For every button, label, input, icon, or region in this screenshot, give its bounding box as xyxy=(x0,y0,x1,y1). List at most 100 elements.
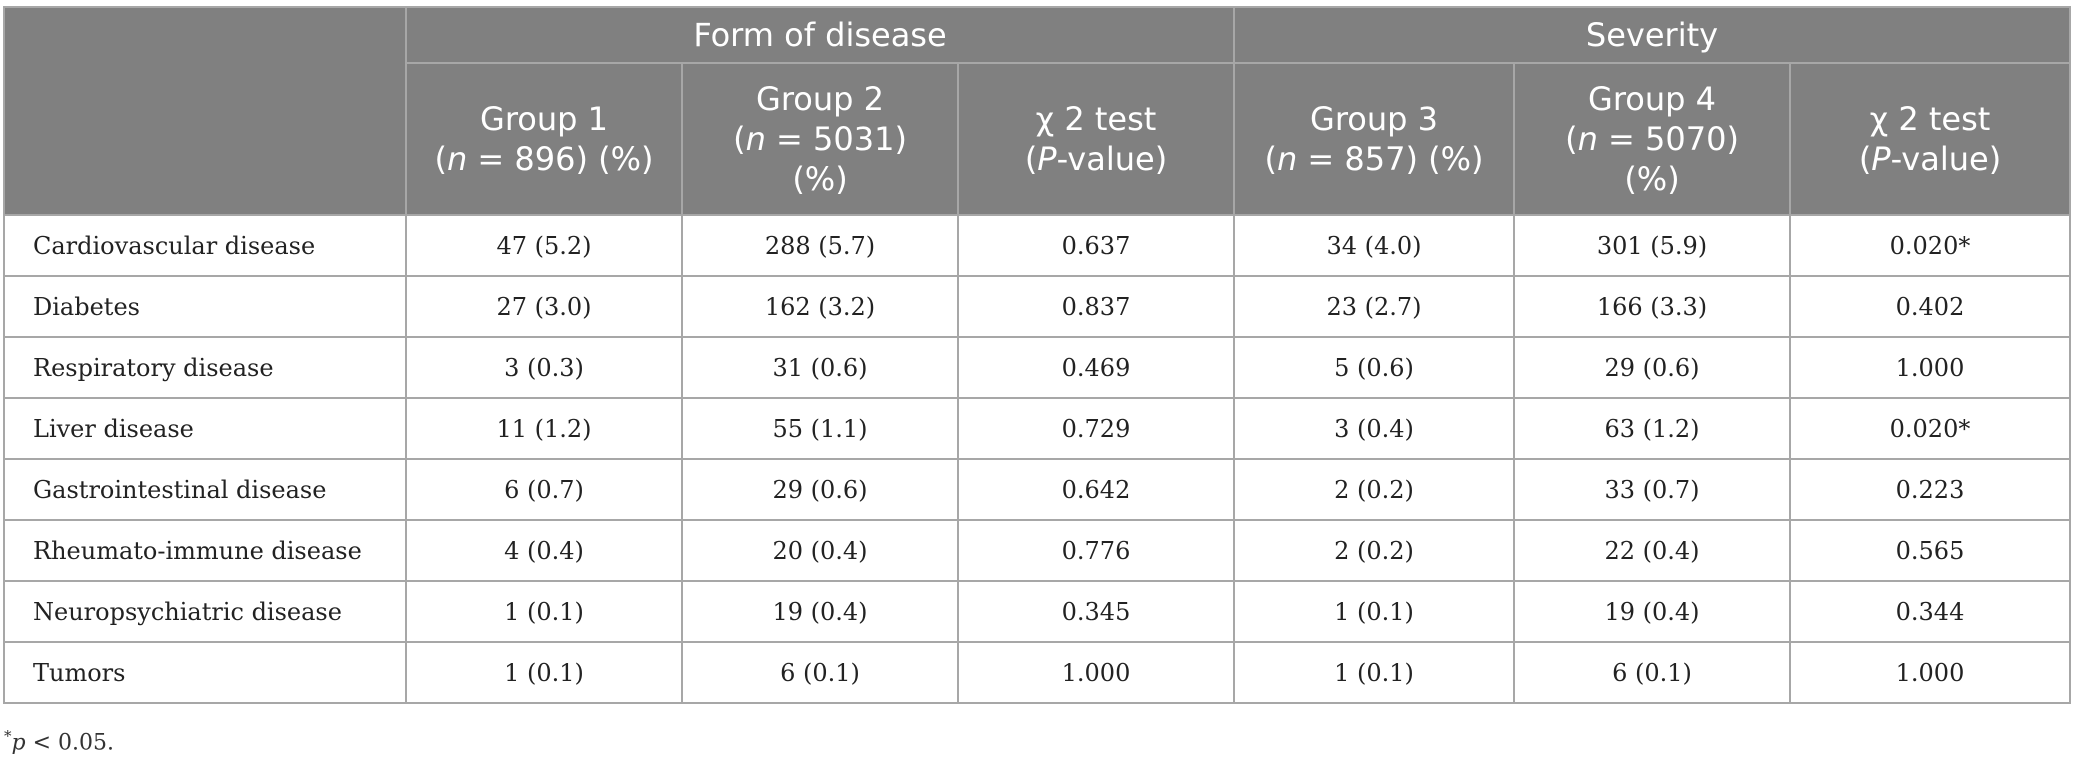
header-column-unit: (%) xyxy=(792,160,848,198)
table-cell: 19 (0.4) xyxy=(1513,580,1791,643)
table-cell: 3 (0.4) xyxy=(1233,397,1515,460)
header-column-subtitle-pre: ( xyxy=(733,120,746,158)
header-column-subtitle: (n = 5070) xyxy=(1516,119,1788,159)
header-columns-row: Group 1 (n = 896) (%) Group 2 (n = 5031) (%)… xyxy=(4,62,2071,216)
table-cell: 63 (1.2) xyxy=(1513,397,1791,460)
table-cell: 0.020* xyxy=(1789,214,2071,277)
header-column-subtitle-post: -value) xyxy=(1890,140,2002,178)
table-cell: 162 (3.2) xyxy=(681,275,959,338)
table-row: Tumors 1 (0.1) 6 (0.1) 1.000 1 (0.1) 6 (0.1) 1… xyxy=(3,641,2071,704)
table-cell: 2 (0.2) xyxy=(1233,519,1515,582)
table-cell: 4 (0.4) xyxy=(405,519,683,582)
header-column-subtitle-pre: ( xyxy=(1565,120,1578,158)
footnote-variable: p xyxy=(11,730,26,756)
row-label: Gastrointestinal disease xyxy=(3,458,407,521)
header-column-subtitle-variable: n xyxy=(1276,140,1298,178)
table-row: Cardiovascular disease 47 (5.2) 288 (5.7) 0… xyxy=(3,214,2071,277)
table-cell: 19 (0.4) xyxy=(681,580,959,643)
table-cell: 55 (1.1) xyxy=(681,397,959,460)
footnote-text: < 0.05. xyxy=(25,730,114,756)
table-cell: 0.637 xyxy=(957,214,1235,277)
table-cell: 0.344 xyxy=(1789,580,2071,643)
table-cell: 6 (0.7) xyxy=(405,458,683,521)
row-label: Rheumato-immune disease xyxy=(3,519,407,582)
table-cell: 0.837 xyxy=(957,275,1235,338)
header-column-subtitle-pre: ( xyxy=(1264,140,1277,178)
table-cell: 3 (0.3) xyxy=(405,336,683,399)
header-column-subtitle-variable: n xyxy=(446,140,468,178)
table-cell: 1.000 xyxy=(1789,641,2071,704)
table-cell: 1.000 xyxy=(1789,336,2071,399)
header-column-title: Group 4 xyxy=(1588,80,1716,118)
header-column-subtitle-post: = 896) (%) xyxy=(467,140,654,178)
header-column-subtitle-variable: P xyxy=(1871,140,1891,178)
table-cell: 34 (4.0) xyxy=(1233,214,1515,277)
table-cell: 5 (0.6) xyxy=(1233,336,1515,399)
header-column-subtitle: (P-value) xyxy=(960,139,1232,179)
table-row: Respiratory disease 3 (0.3) 31 (0.6) 0.469 5… xyxy=(3,336,2071,399)
table-cell: 1 (0.1) xyxy=(405,641,683,704)
table-row: Diabetes 27 (3.0) 162 (3.2) 0.837 23 (2.7) 16… xyxy=(3,275,2071,338)
table-body: Cardiovascular disease 47 (5.2) 288 (5.7) 0… xyxy=(3,214,2071,704)
table-cell: 1 (0.1) xyxy=(1233,641,1515,704)
table-cell: 0.469 xyxy=(957,336,1235,399)
header-column-subtitle: (n = 5031) xyxy=(684,119,956,159)
table-cell: 20 (0.4) xyxy=(681,519,959,582)
header-column-subtitle: (n = 857) (%) xyxy=(1236,139,1512,179)
table-row: Gastrointestinal disease 6 (0.7) 29 (0.6) 0… xyxy=(3,458,2071,521)
table-cell: 0.565 xyxy=(1789,519,2071,582)
table-cell: 301 (5.9) xyxy=(1513,214,1791,277)
table-cell: 2 (0.2) xyxy=(1233,458,1515,521)
header-column-title: Group 2 xyxy=(756,80,884,118)
header-column-subtitle-post: -value) xyxy=(1056,140,1168,178)
table-cell: 166 (3.3) xyxy=(1513,275,1791,338)
table-cell: 27 (3.0) xyxy=(405,275,683,338)
table-cell: 0.642 xyxy=(957,458,1235,521)
table-cell: 31 (0.6) xyxy=(681,336,959,399)
header-corner-cell xyxy=(3,6,407,216)
table-cell: 47 (5.2) xyxy=(405,214,683,277)
header-column-subtitle-post: = 5031) xyxy=(765,120,907,158)
table-row: Liver disease 11 (1.2) 55 (1.1) 0.729 3 (0.4… xyxy=(3,397,2071,460)
header-column-subtitle-pre: ( xyxy=(434,140,447,178)
header-column-unit: (%) xyxy=(1624,160,1680,198)
header-column-title: χ 2 test xyxy=(1869,100,1991,138)
table-cell: 23 (2.7) xyxy=(1233,275,1515,338)
header-column-6: χ 2 test (P-value) xyxy=(1789,62,2071,216)
table-cell: 11 (1.2) xyxy=(405,397,683,460)
header-column-title: Group 3 xyxy=(1310,100,1438,138)
table-cell: 0.402 xyxy=(1789,275,2071,338)
table-cell: 29 (0.6) xyxy=(681,458,959,521)
table-cell: 288 (5.7) xyxy=(681,214,959,277)
header-column-5: Group 4 (n = 5070) (%) xyxy=(1513,62,1791,216)
table-cell: 1 (0.1) xyxy=(1233,580,1515,643)
header-column-3: χ 2 test (P-value) xyxy=(957,62,1235,216)
table-row: Rheumato-immune disease 4 (0.4) 20 (0.4) 0.… xyxy=(3,519,2071,582)
header-column-4: Group 3 (n = 857) (%) xyxy=(1233,62,1515,216)
header-column-subtitle-variable: P xyxy=(1037,140,1057,178)
table-cell: 0.776 xyxy=(957,519,1235,582)
row-label: Liver disease xyxy=(3,397,407,460)
header-column-title: Group 1 xyxy=(480,100,608,138)
header-column-1: Group 1 (n = 896) (%) xyxy=(405,62,683,216)
row-label: Respiratory disease xyxy=(3,336,407,399)
header-column-subtitle-pre: ( xyxy=(1024,140,1038,178)
header-column-title: χ 2 test xyxy=(1035,100,1157,138)
table-cell: 0.020* xyxy=(1789,397,2071,460)
footnote-mark: * xyxy=(4,727,12,745)
table-cell: 6 (0.1) xyxy=(1513,641,1791,704)
header-group-severity: Severity xyxy=(1233,6,2071,64)
header-column-subtitle-post: = 5070) xyxy=(1597,120,1739,158)
table-cell: 0.729 xyxy=(957,397,1235,460)
header-column-subtitle-variable: n xyxy=(745,120,766,158)
header-column-subtitle: (P-value) xyxy=(1792,139,2068,179)
header-column-subtitle-pre: ( xyxy=(1858,140,1872,178)
row-label: Cardiovascular disease xyxy=(3,214,407,277)
row-label: Diabetes xyxy=(3,275,407,338)
table-cell: 22 (0.4) xyxy=(1513,519,1791,582)
table-cell: 29 (0.6) xyxy=(1513,336,1791,399)
row-label: Tumors xyxy=(3,641,407,704)
table-cell: 6 (0.1) xyxy=(681,641,959,704)
table-cell: 0.345 xyxy=(957,580,1235,643)
table-cell: 1.000 xyxy=(957,641,1235,704)
